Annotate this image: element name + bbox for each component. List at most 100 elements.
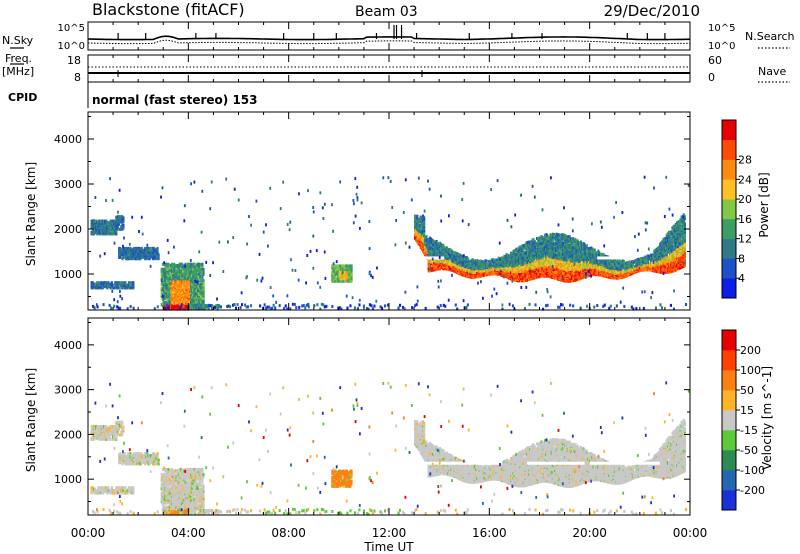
power-cell: [196, 301, 199, 305]
power-cell: [100, 229, 103, 233]
power-cell: [444, 262, 447, 266]
power-cell: [415, 218, 418, 222]
power-cell: [485, 265, 488, 269]
power-cell: [537, 247, 540, 251]
power-cell: [166, 301, 169, 305]
power-cell: [185, 280, 188, 284]
power-cell: [455, 261, 458, 265]
power-cell: [167, 274, 170, 278]
power-cell: [422, 214, 425, 218]
power-cell: [462, 266, 465, 270]
power-cell: [123, 283, 126, 287]
power-cell: [189, 294, 192, 298]
power-cell: [471, 258, 474, 262]
power-cell: [180, 280, 183, 284]
power-cell: [160, 272, 163, 276]
power-cell: [216, 306, 219, 310]
power-cell: [536, 261, 539, 265]
power-cell: [459, 268, 462, 272]
power-cell: [519, 245, 522, 249]
power-cell: [538, 236, 541, 240]
power-cell: [473, 259, 476, 263]
power-cell: [487, 264, 490, 268]
power-cell: [122, 281, 125, 285]
power-cell: [428, 240, 431, 244]
power-cell: [534, 274, 537, 278]
power-cell: [540, 261, 543, 265]
power-cell: [438, 260, 441, 264]
power-cell: [525, 247, 528, 251]
power-cell: [198, 285, 201, 289]
power-cell: [170, 277, 173, 281]
freq-label: Freq.: [5, 52, 32, 65]
power-cell: [464, 255, 467, 259]
power-cell: [522, 269, 525, 273]
power-cell: [187, 291, 190, 296]
power-cell: [97, 281, 100, 285]
power-cell: [147, 246, 150, 251]
power-cell: [452, 257, 455, 261]
power-cell: [475, 260, 478, 264]
power-cell: [443, 255, 446, 259]
power-cell: [189, 274, 192, 278]
power-cell: [115, 285, 118, 289]
power-cell: [542, 238, 545, 242]
power-cell: [187, 262, 190, 266]
power-cell: [341, 264, 344, 268]
power-cell: [117, 215, 120, 219]
power-cell: [467, 257, 470, 261]
power-cell: [194, 289, 197, 293]
power-cell: [476, 267, 479, 271]
power-cell: [501, 262, 504, 266]
power-cell: [529, 271, 532, 275]
power-cell: [463, 268, 466, 272]
power-cell: [335, 268, 338, 272]
power-cell: [142, 255, 145, 259]
nave-label: Nave: [758, 65, 786, 78]
power-cell: [126, 257, 129, 261]
power-cell: [196, 304, 199, 308]
power-cell: [422, 244, 425, 248]
power-cell: [472, 271, 475, 274]
power-cell: [451, 267, 454, 271]
power-cell: [530, 240, 533, 243]
power-cell: [133, 254, 136, 258]
power-cell: [163, 300, 166, 304]
power-cell: [337, 273, 340, 277]
power-cell: [530, 275, 533, 279]
power-cell: [522, 247, 525, 251]
power-cell: [487, 260, 490, 263]
power-cell: [179, 262, 182, 266]
power-cell: [454, 251, 457, 255]
power-cell: [537, 249, 540, 253]
power-cell: [124, 249, 127, 253]
power-cell: [99, 283, 102, 287]
power-cell: [539, 253, 542, 257]
power-cell: [123, 286, 126, 290]
power-cell: [429, 246, 432, 250]
power-cell: [522, 259, 525, 263]
power-cell: [504, 255, 507, 259]
power-cell: [107, 228, 110, 232]
power-cell: [136, 251, 139, 255]
power-cell: [513, 259, 516, 263]
power-cell: [99, 281, 102, 285]
power-cell: [108, 220, 111, 225]
power-cell: [167, 279, 170, 283]
power-cell: [345, 270, 348, 275]
power-cell: [335, 270, 338, 274]
power-cell: [179, 295, 182, 299]
power-cell: [186, 262, 189, 266]
power-cell: [193, 274, 196, 278]
power-cell: [184, 272, 187, 276]
power-cell: [536, 265, 539, 269]
power-cell: [161, 262, 164, 266]
power-cell: [515, 263, 518, 267]
power-cell: [182, 288, 185, 292]
power-cell: [530, 266, 533, 270]
power-cell: [109, 282, 112, 286]
power-cell: [350, 277, 353, 281]
power-cell: [177, 283, 180, 287]
power-cell: [128, 281, 131, 285]
power-cell: [185, 267, 188, 271]
